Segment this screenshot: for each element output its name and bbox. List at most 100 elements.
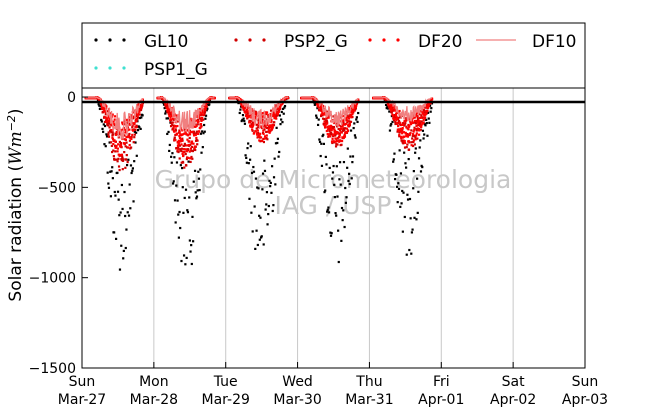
data-point-GL10 [118, 214, 121, 217]
x-tick-day: Sat [502, 374, 525, 390]
data-point-PSP2_G [417, 124, 420, 127]
legend-marker [108, 38, 112, 42]
data-point-GL10 [392, 158, 395, 161]
data-point-PSP2_G [125, 146, 129, 149]
data-point-GL10 [111, 177, 114, 180]
data-point-DF20 [327, 125, 330, 128]
data-point-DF20 [281, 102, 284, 105]
data-point-PSP2_G [346, 121, 349, 124]
data-point-PSP2_G [128, 139, 132, 142]
data-point-DF20 [268, 131, 271, 134]
data-point-DF20 [400, 136, 403, 139]
data-point-DF20 [354, 106, 357, 109]
data-point-GL10 [332, 164, 335, 168]
data-point-PSP2_G [178, 144, 182, 147]
data-point-PSP2_G [180, 161, 183, 164]
data-point-PSP2_G [171, 123, 174, 126]
data-point-GL10 [102, 130, 105, 133]
series-line-DF10 [301, 96, 359, 127]
data-point-PSP2_G [117, 157, 120, 160]
data-point-GL10 [319, 154, 322, 158]
data-point-DF20 [409, 123, 413, 126]
data-point-DF20 [254, 117, 257, 120]
data-point-PSP2_G [267, 115, 270, 119]
data-point-DF20 [240, 103, 243, 106]
data-point-GL10 [327, 211, 331, 214]
data-point-PSP2_G [256, 126, 259, 129]
data-point-GL10 [355, 118, 358, 121]
data-point-PSP2_G [138, 113, 141, 116]
data-point-GL10 [416, 211, 419, 214]
data-point-DF20 [267, 128, 270, 131]
data-point-PSP2_G [120, 159, 124, 162]
data-point-GL10 [279, 123, 282, 126]
data-point-PSP2_G [394, 122, 397, 126]
data-point-PSP2_G [196, 143, 199, 146]
data-point-DF20 [348, 122, 351, 125]
data-point-DF20 [137, 103, 140, 106]
data-point-DF20 [262, 132, 265, 135]
legend: GL10 PSP2_G DF20 DF10 PSP1_G [81, 22, 586, 89]
data-point-PSP2_G [330, 131, 333, 135]
data-point-DF20 [179, 140, 182, 143]
data-point-DF20 [199, 113, 202, 116]
data-point-DF20 [278, 106, 282, 109]
data-point-DF20 [166, 106, 169, 109]
data-point-GL10 [138, 126, 141, 129]
data-point-GL10 [97, 103, 100, 106]
data-point-GL10 [208, 103, 211, 106]
data-point-PSP2_G [325, 119, 328, 122]
data-point-PSP2_G [406, 143, 409, 146]
data-point-DF20 [184, 148, 188, 151]
data-point-GL10 [105, 135, 109, 138]
data-point-GL10 [239, 108, 242, 111]
data-point-GL10 [257, 187, 260, 190]
data-point-DF20 [272, 111, 275, 114]
x-tick-date: Mar-31 [345, 392, 393, 408]
data-point-GL10 [249, 158, 252, 161]
data-point-DF20 [325, 116, 328, 119]
data-point-GL10 [408, 197, 412, 201]
data-point-PSP2_G [130, 135, 133, 139]
data-point-PSP2_G [106, 110, 109, 113]
data-point-DF20 [414, 119, 417, 123]
data-point-DF20 [169, 119, 173, 122]
data-point-GL10 [341, 219, 344, 222]
data-point-DF20 [415, 134, 418, 137]
data-point-PSP2_G [344, 127, 347, 130]
data-point-DF20 [251, 109, 254, 112]
data-point-PSP2_G [263, 124, 266, 127]
data-point-GL10 [353, 122, 356, 125]
data-point-PSP2_G [173, 139, 176, 142]
data-point-DF20 [134, 126, 137, 129]
data-point-PSP2_G [265, 118, 268, 121]
data-point-GL10 [241, 118, 244, 121]
data-point-PSP2_G [405, 132, 409, 136]
data-point-GL10 [174, 221, 177, 224]
data-point-DF20 [345, 131, 348, 134]
data-point-GL10 [184, 188, 188, 191]
data-point-GL10 [396, 201, 399, 204]
data-point-PSP2_G [174, 128, 177, 131]
data-point-GL10 [338, 161, 342, 164]
data-point-PSP2_G [136, 116, 140, 119]
data-point-PSP2_G [191, 157, 194, 160]
data-point-PSP2_G [276, 114, 279, 117]
data-point-PSP2_G [134, 128, 137, 131]
data-point-PSP2_G [188, 136, 191, 140]
data-point-DF20 [279, 104, 282, 107]
data-point-GL10 [410, 231, 414, 234]
data-point-PSP2_G [198, 117, 202, 120]
data-point-PSP2_G [179, 148, 182, 151]
data-point-GL10 [123, 190, 126, 194]
data-point-DF20 [132, 111, 135, 114]
data-point-GL10 [326, 208, 329, 211]
data-point-PSP2_G [398, 135, 401, 138]
data-point-GL10 [138, 116, 142, 120]
data-point-DF20 [186, 134, 190, 137]
data-point-DF20 [397, 124, 400, 128]
data-point-DF20 [179, 133, 182, 136]
data-point-GL10 [119, 211, 122, 214]
data-point-PSP2_G [393, 115, 396, 119]
data-point-GL10 [395, 173, 398, 176]
